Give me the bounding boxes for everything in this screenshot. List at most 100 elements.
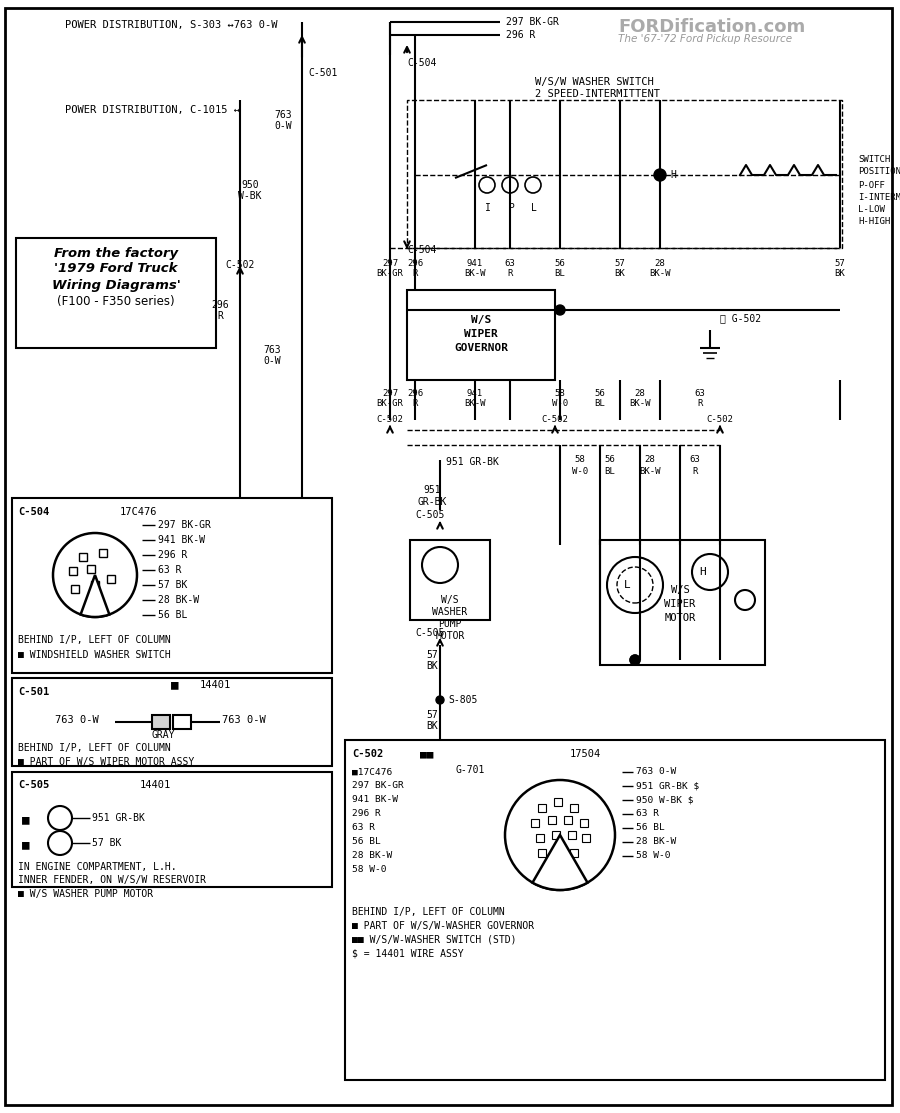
Text: C-501: C-501 bbox=[18, 687, 50, 697]
Text: 763 0-W: 763 0-W bbox=[636, 768, 676, 777]
Text: BL: BL bbox=[595, 400, 606, 408]
Bar bbox=[91, 581, 99, 589]
Text: 2 SPEED-INTERMITTENT: 2 SPEED-INTERMITTENT bbox=[535, 89, 660, 99]
Text: ■17C476: ■17C476 bbox=[352, 768, 392, 777]
Text: ■ PART OF W/S WIPER MOTOR ASSY: ■ PART OF W/S WIPER MOTOR ASSY bbox=[18, 757, 194, 767]
Text: 296: 296 bbox=[212, 301, 229, 311]
Text: From the factory: From the factory bbox=[54, 246, 178, 259]
Bar bbox=[345, 740, 885, 1080]
Bar bbox=[568, 831, 576, 839]
Bar bbox=[531, 819, 539, 827]
Bar bbox=[12, 772, 332, 887]
Bar bbox=[16, 238, 216, 348]
Text: 297 BK-GR: 297 BK-GR bbox=[352, 781, 404, 790]
Text: 56: 56 bbox=[605, 455, 616, 464]
Text: BK-W: BK-W bbox=[464, 269, 486, 278]
Text: 28: 28 bbox=[634, 388, 645, 397]
Text: W-0: W-0 bbox=[552, 400, 568, 408]
Text: W-0: W-0 bbox=[572, 466, 588, 475]
Text: Wiring Diagrams': Wiring Diagrams' bbox=[51, 278, 180, 292]
Text: IN ENGINE COMPARTMENT, L.H.: IN ENGINE COMPARTMENT, L.H. bbox=[18, 861, 176, 871]
Text: 296: 296 bbox=[407, 388, 423, 397]
Text: R: R bbox=[217, 311, 223, 321]
Bar bbox=[71, 585, 79, 593]
Text: 0-W: 0-W bbox=[263, 356, 281, 366]
Text: BK-W: BK-W bbox=[629, 400, 651, 408]
Text: 63: 63 bbox=[695, 388, 706, 397]
Text: $ = 14401 WIRE ASSY: $ = 14401 WIRE ASSY bbox=[352, 949, 464, 959]
Text: H: H bbox=[699, 567, 707, 577]
Bar bbox=[552, 831, 560, 839]
Text: PUMP: PUMP bbox=[438, 619, 462, 629]
Bar bbox=[69, 567, 77, 575]
Text: ■■ W/S/W-WASHER SWITCH (STD): ■■ W/S/W-WASHER SWITCH (STD) bbox=[352, 935, 517, 945]
Text: 297: 297 bbox=[382, 388, 398, 397]
Text: C-502: C-502 bbox=[225, 260, 255, 270]
Text: 14401: 14401 bbox=[140, 780, 171, 790]
Text: 296 R: 296 R bbox=[158, 550, 187, 560]
Text: BK: BK bbox=[834, 269, 845, 278]
Bar bbox=[152, 715, 170, 729]
Bar bbox=[600, 540, 765, 664]
Text: The '67-'72 Ford Pickup Resource: The '67-'72 Ford Pickup Resource bbox=[618, 35, 792, 45]
Text: 28: 28 bbox=[654, 258, 665, 267]
Text: L: L bbox=[531, 203, 537, 213]
Text: BL: BL bbox=[554, 269, 565, 278]
Bar bbox=[582, 834, 590, 843]
Text: BK-W: BK-W bbox=[639, 466, 661, 475]
Wedge shape bbox=[81, 575, 110, 617]
Text: 17C476: 17C476 bbox=[120, 508, 158, 518]
Text: 0-W: 0-W bbox=[274, 121, 292, 131]
Text: C-502: C-502 bbox=[706, 415, 733, 424]
Text: ■■: ■■ bbox=[420, 749, 434, 759]
Text: 296 R: 296 R bbox=[506, 30, 536, 40]
Text: (F100 - F350 series): (F100 - F350 series) bbox=[58, 295, 175, 308]
Text: 14401: 14401 bbox=[200, 680, 231, 690]
Text: C-505: C-505 bbox=[415, 510, 445, 520]
Text: C-502: C-502 bbox=[542, 415, 569, 424]
Text: 763: 763 bbox=[274, 110, 292, 120]
Bar bbox=[107, 575, 115, 583]
Text: R: R bbox=[692, 466, 698, 475]
Text: BK-GR: BK-GR bbox=[376, 400, 403, 408]
Text: C-501: C-501 bbox=[308, 68, 338, 78]
Text: 57 BK: 57 BK bbox=[92, 838, 122, 848]
Bar bbox=[173, 715, 191, 729]
Text: L: L bbox=[624, 580, 630, 590]
Bar bbox=[538, 849, 546, 857]
Text: 63: 63 bbox=[505, 258, 516, 267]
Text: W/S: W/S bbox=[441, 595, 459, 605]
Text: W-BK: W-BK bbox=[238, 191, 262, 201]
Text: 58: 58 bbox=[574, 455, 585, 464]
Text: 941: 941 bbox=[467, 258, 483, 267]
Text: C-505: C-505 bbox=[18, 780, 50, 790]
Text: W/S: W/S bbox=[471, 315, 491, 325]
Text: GR-BK: GR-BK bbox=[418, 498, 446, 508]
Text: BK: BK bbox=[426, 721, 438, 731]
Text: 57 BK: 57 BK bbox=[158, 580, 187, 590]
Text: 941 BK-W: 941 BK-W bbox=[158, 535, 205, 545]
Text: GRAY: GRAY bbox=[151, 730, 175, 740]
Text: WIPER: WIPER bbox=[464, 329, 498, 339]
Text: 763: 763 bbox=[263, 345, 281, 355]
Text: C-502: C-502 bbox=[376, 415, 403, 424]
Text: 763 0-W: 763 0-W bbox=[55, 715, 99, 725]
Text: MOTOR: MOTOR bbox=[664, 613, 696, 623]
Text: L-LOW: L-LOW bbox=[858, 205, 885, 214]
Text: BK: BK bbox=[615, 269, 626, 278]
Text: 297 BK-GR: 297 BK-GR bbox=[506, 17, 559, 27]
Text: BK-W: BK-W bbox=[464, 400, 486, 408]
Text: 58: 58 bbox=[554, 388, 565, 397]
Text: ■ WINDSHIELD WASHER SWITCH: ■ WINDSHIELD WASHER SWITCH bbox=[18, 650, 171, 660]
Text: 63: 63 bbox=[689, 455, 700, 464]
Bar bbox=[548, 816, 556, 824]
Text: INNER FENDER, ON W/S/W RESERVOIR: INNER FENDER, ON W/S/W RESERVOIR bbox=[18, 875, 206, 885]
Bar bbox=[407, 290, 555, 380]
Text: S-805: S-805 bbox=[448, 695, 477, 705]
Circle shape bbox=[436, 696, 444, 705]
Text: 951 GR-BK $: 951 GR-BK $ bbox=[636, 781, 699, 790]
Text: H-HIGH: H-HIGH bbox=[858, 217, 890, 226]
Bar bbox=[570, 849, 578, 857]
Text: 56 BL: 56 BL bbox=[352, 837, 381, 847]
Text: 63 R: 63 R bbox=[158, 565, 182, 575]
